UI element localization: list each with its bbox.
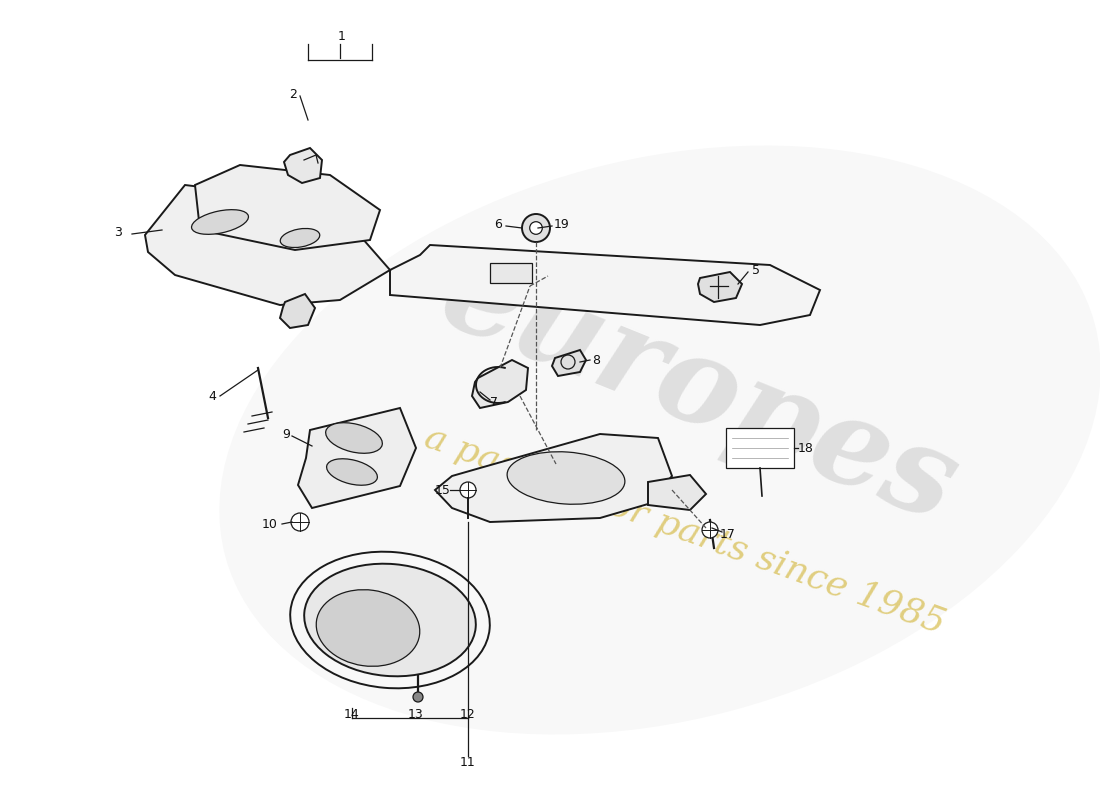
Text: 19: 19 [554,218,570,230]
Text: 10: 10 [262,518,278,530]
Polygon shape [434,434,672,522]
Polygon shape [145,185,390,305]
Circle shape [702,522,718,538]
Circle shape [530,222,542,234]
Polygon shape [552,350,586,376]
Polygon shape [298,408,416,508]
Text: 13: 13 [408,707,424,721]
Text: 11: 11 [460,755,476,769]
Ellipse shape [191,210,249,234]
Text: 4: 4 [208,390,216,402]
Circle shape [412,692,424,702]
Ellipse shape [219,146,1100,734]
Bar [726,428,794,468]
Text: 8: 8 [592,354,600,366]
Text: 2: 2 [289,87,297,101]
Polygon shape [280,294,315,328]
Polygon shape [195,165,380,250]
Ellipse shape [305,564,476,676]
Ellipse shape [507,452,625,504]
Text: 17: 17 [720,527,736,541]
Polygon shape [648,475,706,510]
Text: europes: europes [426,233,975,547]
Ellipse shape [326,422,383,454]
Bar [490,263,532,283]
Ellipse shape [327,458,377,486]
Text: 9: 9 [282,427,290,441]
Text: a passion for parts since 1985: a passion for parts since 1985 [420,420,949,640]
Polygon shape [698,272,742,302]
Circle shape [292,513,309,531]
Text: 12: 12 [460,707,476,721]
Text: 15: 15 [436,483,451,497]
Text: 5: 5 [752,263,760,277]
Text: 1: 1 [338,30,345,42]
Text: 6: 6 [494,218,502,230]
Circle shape [460,482,476,498]
Ellipse shape [280,229,320,247]
Text: 18: 18 [799,442,814,454]
Polygon shape [284,148,322,183]
Circle shape [561,355,575,369]
Circle shape [522,214,550,242]
Text: 14: 14 [344,707,360,721]
Text: 7: 7 [490,395,498,409]
Text: 3: 3 [114,226,122,238]
Ellipse shape [316,590,420,666]
Polygon shape [390,245,820,325]
Polygon shape [472,360,528,408]
